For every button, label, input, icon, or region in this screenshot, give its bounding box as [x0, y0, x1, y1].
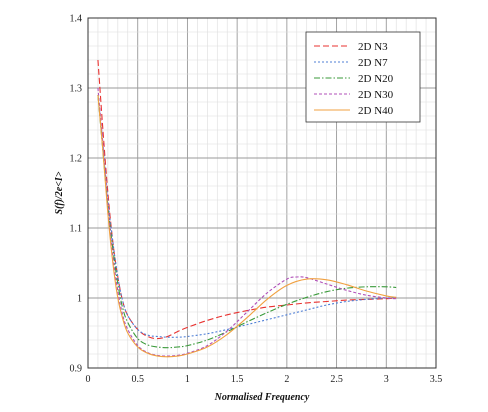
y-axis: 0.9 1 1.1 1.2 1.3 1.4	[70, 14, 83, 375]
plot-frame	[87, 17, 437, 369]
x-axis-title: Normalised Frequency	[214, 392, 310, 403]
legend-label: 2D N30	[358, 89, 394, 101]
legend-box	[305, 31, 421, 123]
x-tick-label: 1	[185, 374, 190, 385]
series-line-2	[97, 94, 397, 338]
grid	[87, 17, 437, 369]
x-tick-label: 0.5	[131, 374, 144, 385]
x-axis: 0 0.5 1 1.5 2 2.5 3 3.5	[86, 374, 443, 385]
x-tick-label: 2.5	[330, 374, 343, 385]
series-line-5	[97, 94, 397, 358]
y-axis-title: S(f)/2e<I>	[54, 171, 65, 214]
y-tick-label: 0.9	[70, 364, 83, 375]
legend-label: 2D N40	[358, 105, 394, 117]
x-tick-label: 1.5	[231, 374, 244, 385]
legend-label: 2D N20	[358, 73, 394, 85]
x-tick-label: 3	[384, 374, 389, 385]
x-tick-label: 3.5	[430, 374, 443, 385]
y-tick-label: 1.1	[70, 224, 83, 235]
series-line-4	[97, 87, 397, 357]
x-tick-label: 2	[284, 374, 289, 385]
y-tick-label: 1.4	[70, 14, 83, 25]
series-layer	[97, 59, 397, 358]
series-line-3	[97, 94, 397, 349]
legend-label: 2D N7	[358, 57, 388, 69]
y-tick-label: 1.2	[70, 154, 83, 165]
legend: 2D N3 2D N7 2D N20 2D N30 2D N40	[305, 31, 421, 123]
y-tick-label: 1.3	[70, 84, 83, 95]
legend-label: 2D N3	[358, 41, 388, 53]
y-tick-label: 1	[77, 294, 82, 305]
x-tick-label: 0	[86, 374, 91, 385]
